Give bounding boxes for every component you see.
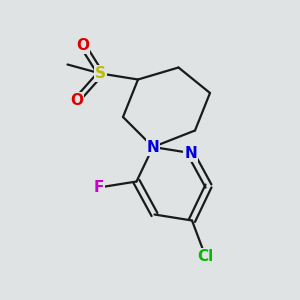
Text: F: F (94, 180, 104, 195)
Text: O: O (76, 38, 89, 52)
Text: S: S (95, 66, 106, 81)
Text: N: N (184, 146, 197, 160)
Text: O: O (70, 93, 83, 108)
Text: Cl: Cl (197, 249, 214, 264)
Text: N: N (147, 140, 159, 154)
